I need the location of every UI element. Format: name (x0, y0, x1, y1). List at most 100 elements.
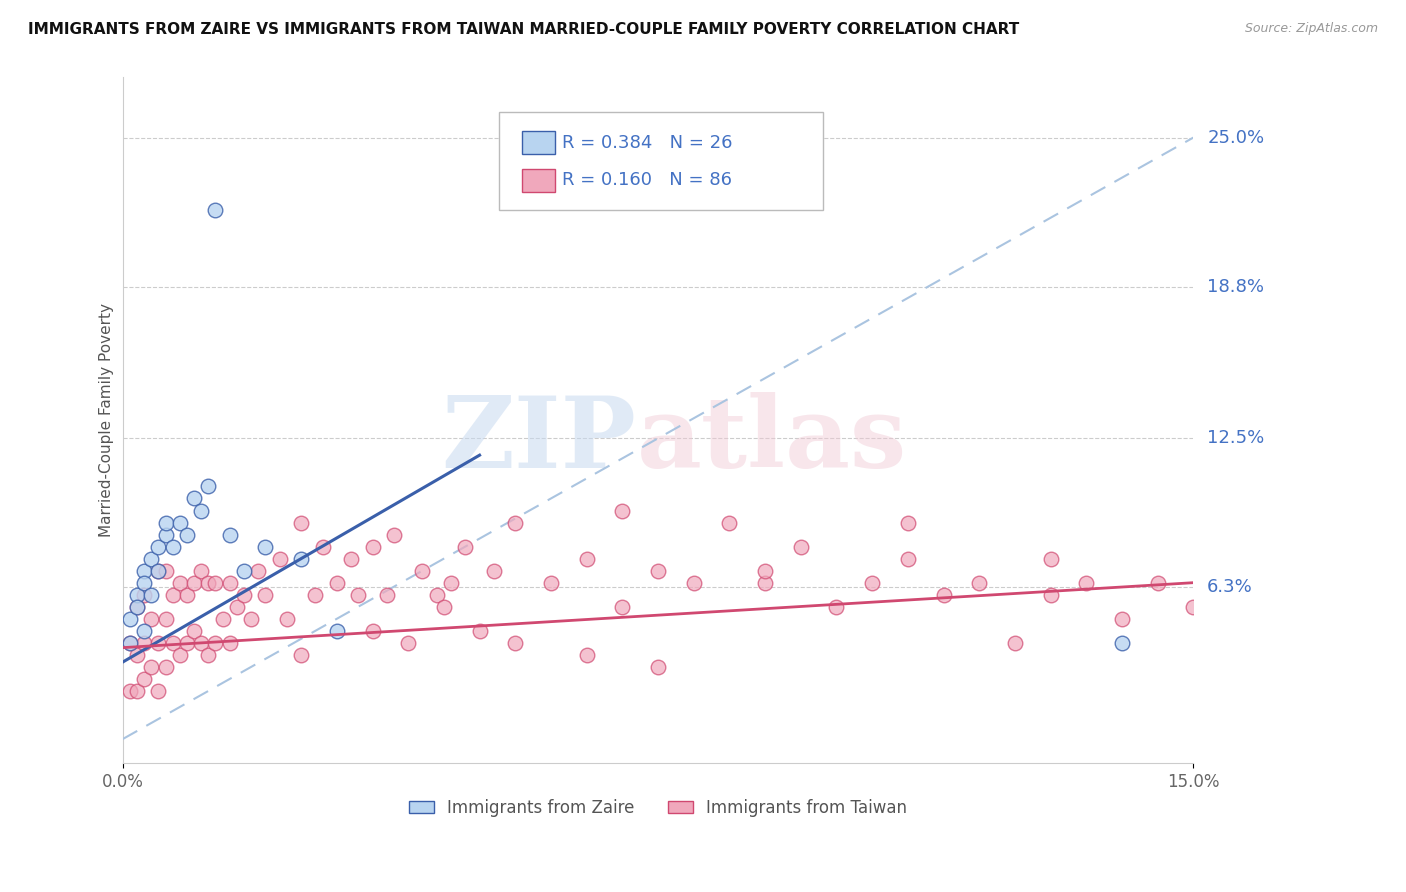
Point (125, 684, 148, 698)
Point (162, 636, 184, 650)
Point (233, 588, 256, 602)
Point (290, 551, 312, 566)
Text: 25.0%: 25.0% (1208, 128, 1264, 146)
Point (132, 624, 155, 638)
Point (269, 551, 291, 566)
Point (204, 575, 226, 590)
Text: Source: ZipAtlas.com: Source: ZipAtlas.com (1244, 22, 1378, 36)
Point (1111, 612, 1133, 626)
Point (612, 599, 634, 614)
Point (967, 575, 990, 590)
Text: ZIP: ZIP (441, 392, 637, 490)
Text: 6.3%: 6.3% (1208, 579, 1253, 597)
Point (169, 648, 191, 662)
Point (361, 624, 384, 638)
Point (1039, 588, 1062, 602)
Point (361, 540, 384, 554)
Point (176, 588, 198, 602)
Point (347, 588, 370, 602)
Point (1004, 636, 1026, 650)
Point (1182, 599, 1205, 614)
Point (326, 575, 349, 590)
Point (132, 588, 155, 602)
Point (155, 564, 177, 578)
Point (503, 516, 526, 530)
Point (426, 588, 449, 602)
Point (304, 588, 326, 602)
Point (132, 672, 155, 686)
Point (290, 516, 312, 530)
Point (375, 588, 398, 602)
Point (148, 564, 170, 578)
Point (204, 202, 226, 217)
Point (190, 564, 212, 578)
Point (897, 551, 920, 566)
Point (162, 540, 184, 554)
Point (1039, 551, 1062, 566)
Point (440, 575, 463, 590)
Point (897, 516, 920, 530)
Point (141, 551, 163, 566)
Point (433, 599, 456, 614)
Point (148, 636, 170, 650)
Text: 18.8%: 18.8% (1208, 277, 1264, 296)
Point (197, 648, 219, 662)
Point (503, 636, 526, 650)
Point (1076, 575, 1098, 590)
Point (247, 564, 270, 578)
Point (118, 636, 141, 650)
Point (290, 648, 312, 662)
Point (411, 564, 433, 578)
Point (233, 564, 256, 578)
Point (254, 588, 277, 602)
Point (311, 540, 333, 554)
Point (647, 564, 669, 578)
Point (197, 479, 219, 493)
Y-axis label: Married-Couple Family Poverty: Married-Couple Family Poverty (100, 303, 114, 537)
Point (276, 612, 298, 626)
Point (148, 540, 170, 554)
Point (155, 660, 177, 674)
Point (1146, 575, 1168, 590)
Point (1111, 636, 1133, 650)
Point (125, 599, 148, 614)
Point (240, 612, 263, 626)
Point (754, 575, 776, 590)
Point (118, 684, 141, 698)
Point (176, 636, 198, 650)
Point (860, 575, 883, 590)
Point (218, 575, 240, 590)
Point (612, 503, 634, 517)
Point (647, 660, 669, 674)
Text: R = 0.384   N = 26: R = 0.384 N = 26 (562, 134, 733, 152)
Point (183, 575, 205, 590)
Point (132, 564, 155, 578)
Point (169, 575, 191, 590)
Point (155, 516, 177, 530)
Point (197, 575, 219, 590)
Point (118, 612, 141, 626)
Point (141, 660, 163, 674)
Point (176, 527, 198, 541)
Point (396, 636, 419, 650)
Text: R = 0.160   N = 86: R = 0.160 N = 86 (562, 171, 733, 189)
Point (340, 551, 363, 566)
Point (155, 612, 177, 626)
Point (468, 624, 491, 638)
Legend: Immigrants from Zaire, Immigrants from Taiwan: Immigrants from Zaire, Immigrants from T… (402, 792, 914, 823)
Point (218, 527, 240, 541)
Point (162, 588, 184, 602)
Text: atlas: atlas (637, 392, 907, 490)
Point (141, 588, 163, 602)
Point (718, 516, 741, 530)
Point (190, 636, 212, 650)
Point (132, 636, 155, 650)
Point (125, 599, 148, 614)
Point (682, 575, 704, 590)
Point (148, 564, 170, 578)
Point (204, 636, 226, 650)
Point (932, 588, 955, 602)
Point (540, 575, 562, 590)
Point (254, 540, 277, 554)
Text: 12.5%: 12.5% (1208, 429, 1264, 447)
